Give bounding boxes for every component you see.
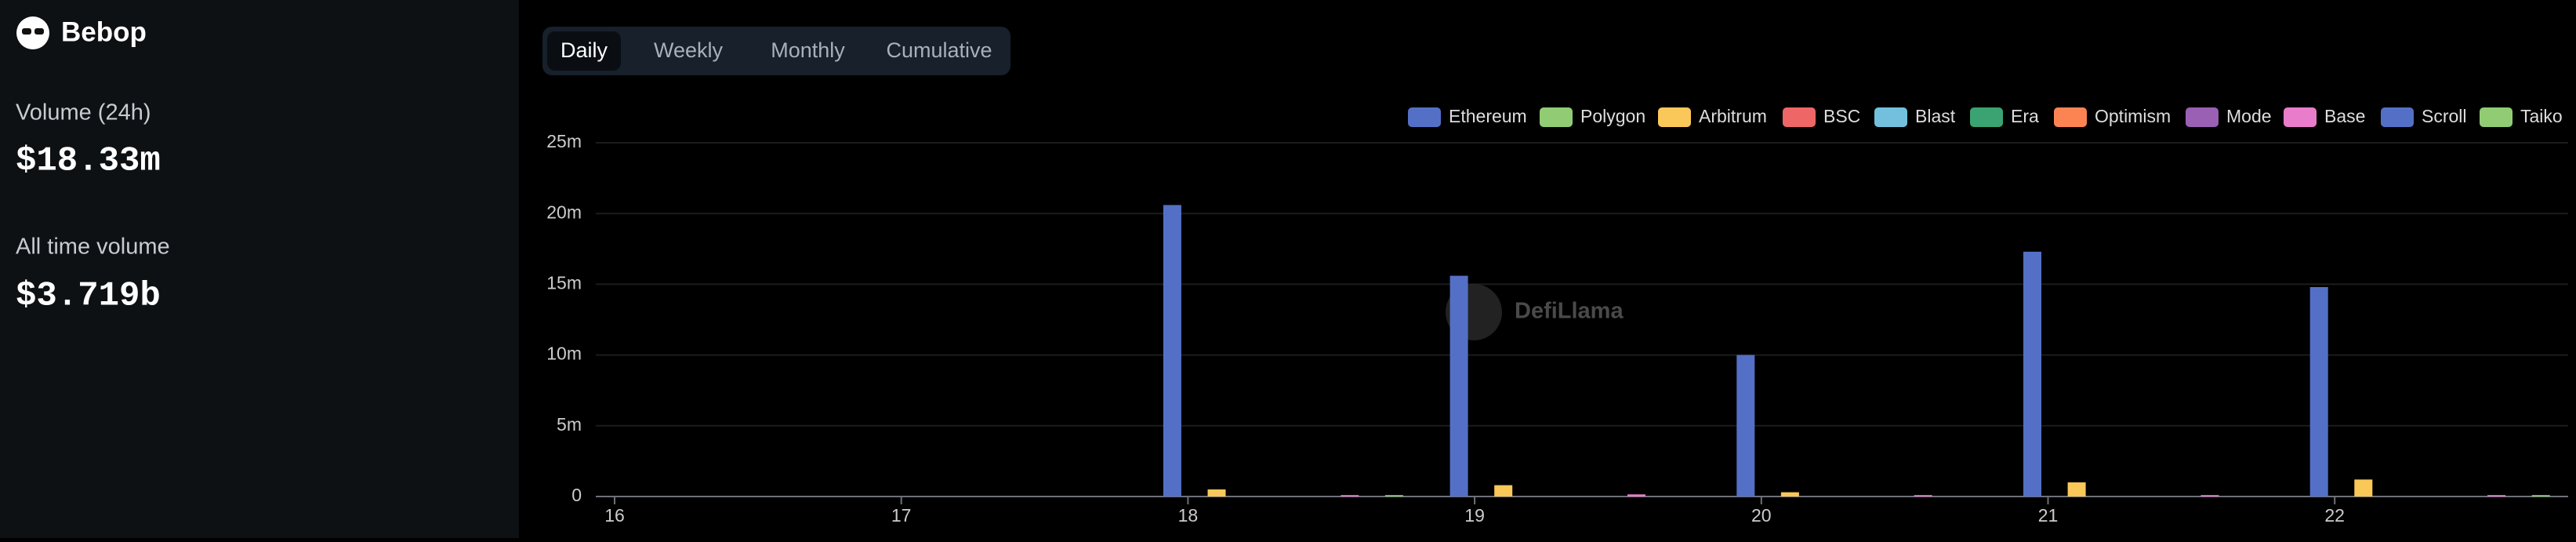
main: Daily Weekly Monthly Cumulative 0 5m 10m 15m 20m… xyxy=(519,0,2576,538)
legend-label: Base xyxy=(2324,106,2365,126)
bar xyxy=(1494,485,1513,497)
bar xyxy=(1207,489,1226,497)
y-tick-label: 25m xyxy=(546,131,582,151)
y-tick-label: 20m xyxy=(546,202,582,222)
protocol-name: Bebop xyxy=(61,16,147,47)
y-tick-label: 15m xyxy=(546,272,582,293)
x-tick-label: 20 xyxy=(1751,505,1772,526)
legend-swatch xyxy=(2480,107,2513,127)
chart: Daily Weekly Monthly Cumulative 0 5m 10m 15m 20m… xyxy=(542,27,2568,526)
tab[interactable]: Cumulative xyxy=(886,38,992,62)
x-tick-label: 22 xyxy=(2324,505,2345,526)
legend-swatch xyxy=(1658,107,1691,127)
bar xyxy=(2023,251,2041,497)
legend-label: BSC xyxy=(1823,106,1860,126)
legend-swatch xyxy=(2284,107,2317,127)
tab[interactable]: Weekly xyxy=(654,38,724,62)
bar xyxy=(1163,205,1181,497)
legend-label: Arbitrum xyxy=(1699,106,1767,126)
stat-value: $18.33m xyxy=(16,142,161,181)
x-tick-label: 18 xyxy=(1178,505,1199,526)
y-tick-label: 5m xyxy=(557,414,582,435)
bar xyxy=(2354,479,2373,497)
legend-label: Scroll xyxy=(2422,106,2467,126)
x-tick-label: 16 xyxy=(604,505,625,526)
y-tick-label: 10m xyxy=(546,344,582,364)
tab[interactable]: Daily xyxy=(561,38,608,62)
bar xyxy=(1449,275,1468,497)
legend-label: Blast xyxy=(1915,106,1956,126)
legend-label: Polygon xyxy=(1580,106,1645,126)
stat-label: Volume (24h) xyxy=(16,100,151,125)
bar xyxy=(1736,355,1755,497)
sidebar-svg: Bebop Volume (24h) $18.33m All time volu… xyxy=(16,16,170,316)
x-tick-label: 19 xyxy=(1464,505,1485,526)
legend-label: Ethereum xyxy=(1449,106,1527,126)
legend-swatch xyxy=(2054,107,2087,127)
bar xyxy=(2067,482,2086,497)
legend-label: Era xyxy=(2011,106,2039,126)
bar xyxy=(1384,495,1403,497)
watermark: DefiLlama xyxy=(1515,299,1624,324)
legend-label: Optimism xyxy=(2095,106,2171,126)
legend-swatch xyxy=(1783,107,1816,127)
legend-swatch xyxy=(1874,107,1907,127)
x-tick-label: 21 xyxy=(2038,505,2059,526)
y-tick-label: 0 xyxy=(571,485,582,505)
bar xyxy=(2309,287,2328,497)
x-tick-label: 17 xyxy=(891,505,912,526)
logo-lens xyxy=(22,28,31,35)
tab-active[interactable] xyxy=(547,31,621,71)
bar xyxy=(2487,495,2506,497)
tab-bar xyxy=(542,27,1010,75)
stat-value: $3.719b xyxy=(16,277,161,316)
legend-swatch xyxy=(1540,107,1573,127)
tab[interactable]: Monthly xyxy=(771,38,845,62)
logo-lens xyxy=(34,28,44,35)
legend-swatch xyxy=(1970,107,2003,127)
legend-swatch xyxy=(2381,107,2414,127)
bar xyxy=(2531,495,2550,497)
sidebar: Bebop Volume (24h) $18.33m All time volu… xyxy=(0,0,519,538)
legend-label: Taiko xyxy=(2520,106,2563,126)
bar xyxy=(1914,495,1932,497)
bar xyxy=(2200,495,2219,497)
bar xyxy=(1780,492,1799,497)
stat-label: All time volume xyxy=(16,235,170,260)
legend-swatch xyxy=(1408,107,1441,127)
logo xyxy=(16,16,49,49)
bar xyxy=(1341,495,1359,497)
bar xyxy=(1627,494,1645,497)
legend-swatch xyxy=(2186,107,2219,127)
legend-label: Mode xyxy=(2226,106,2272,126)
